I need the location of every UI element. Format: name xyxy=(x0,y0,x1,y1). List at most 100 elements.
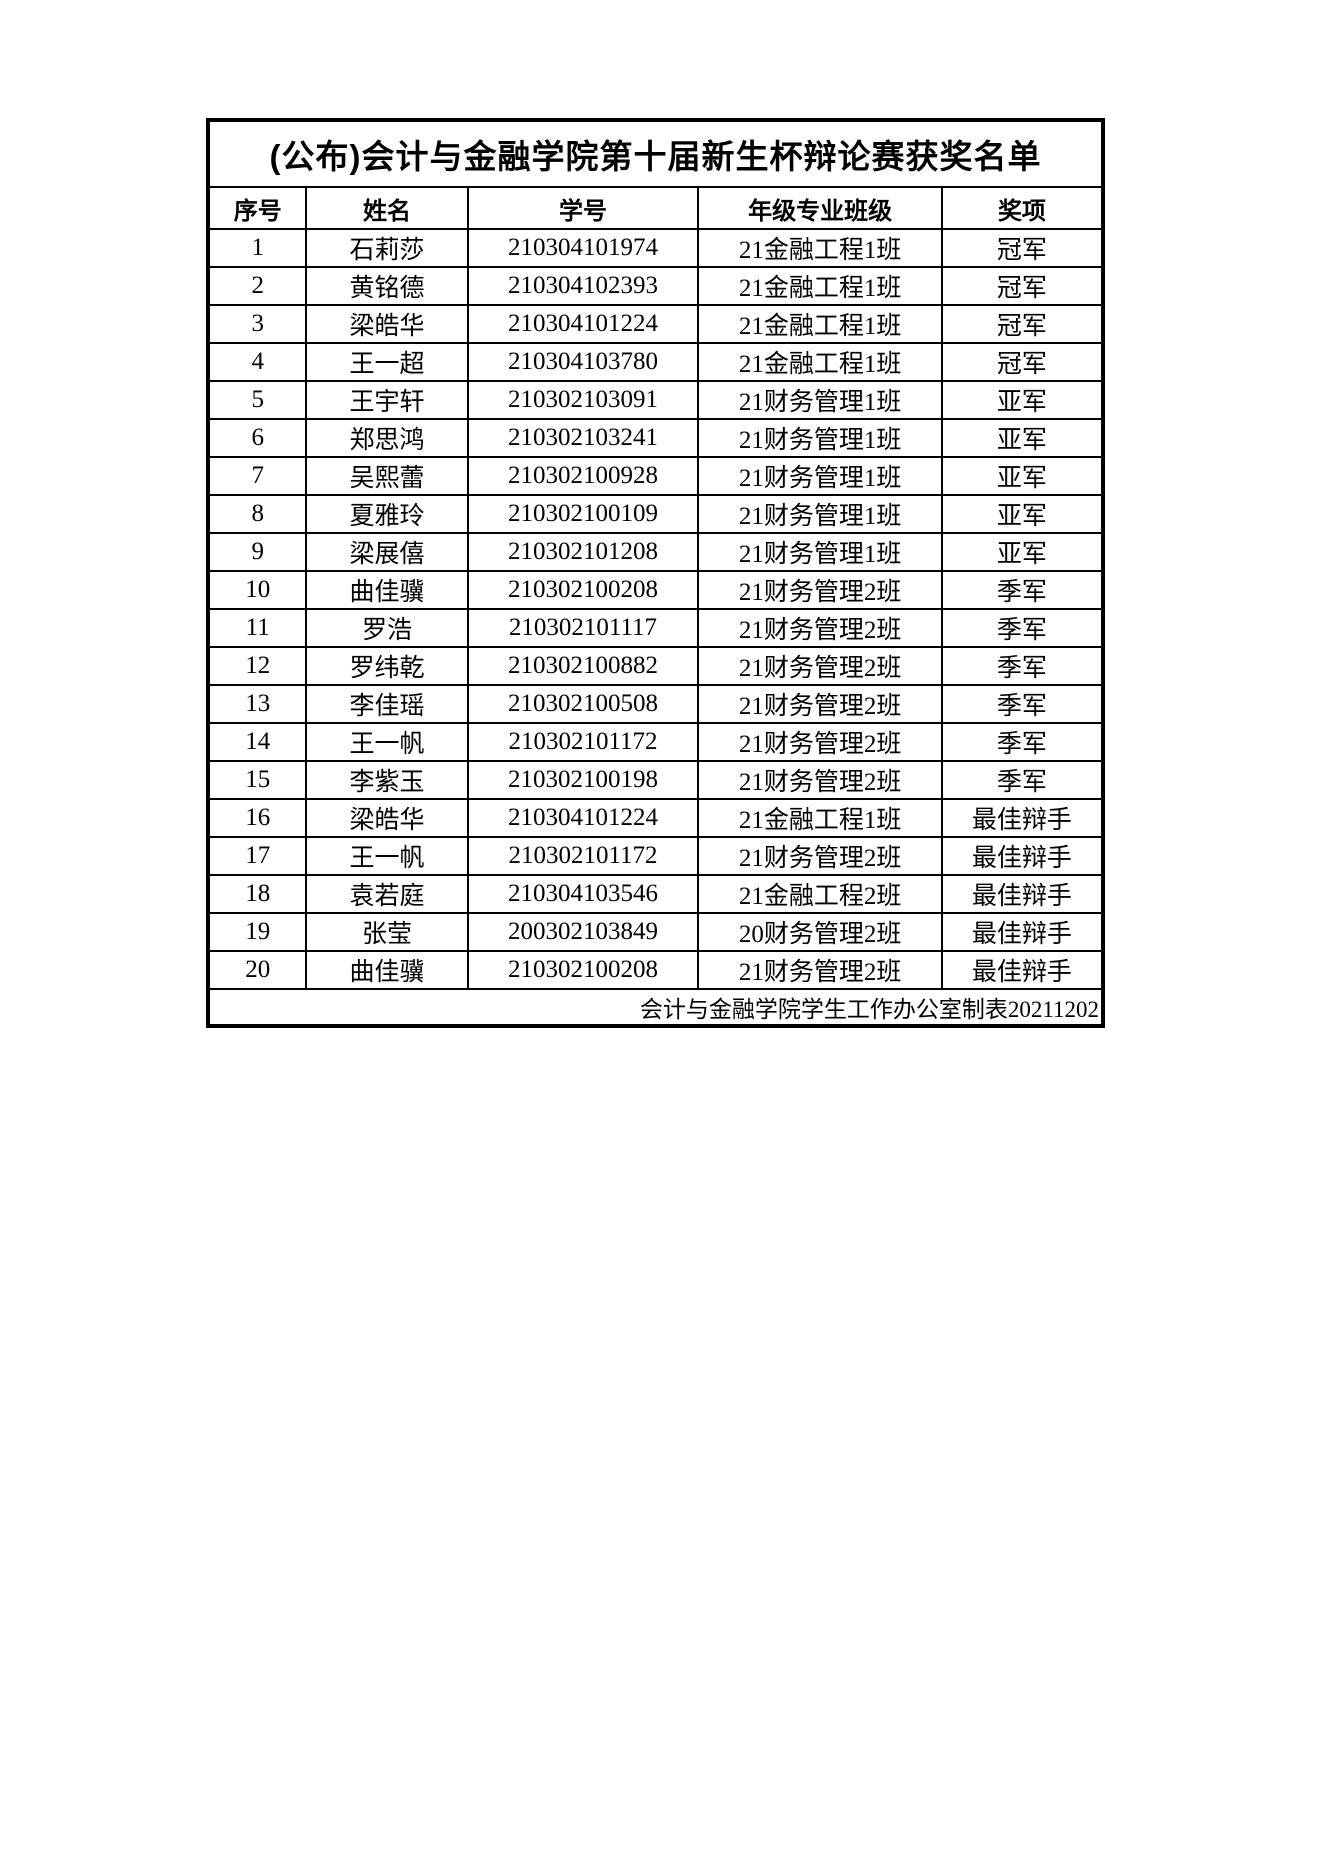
table-cell: 最佳辩手 xyxy=(940,836,1105,876)
table-cell: 亚军 xyxy=(940,418,1105,458)
column-header: 姓名 xyxy=(305,186,469,230)
table-foot: 会计与金融学院学生工作办公室制表20211202 xyxy=(207,988,1104,1027)
table-cell: 210302103091 xyxy=(466,380,700,420)
table-cell: 季军 xyxy=(940,684,1105,724)
table-cell: 21财务管理1班 xyxy=(697,494,943,534)
table-cell: 210304101224 xyxy=(466,798,700,838)
table-cell: 210302100208 xyxy=(466,570,700,610)
table-cell: 曲佳骥 xyxy=(305,570,469,610)
table-cell: 张莹 xyxy=(305,912,469,952)
table-row: 8 夏雅玲 210302100109 21财务管理1班 亚军 xyxy=(206,494,1105,534)
table-cell: 最佳辩手 xyxy=(940,874,1105,914)
table-cell: 210304101224 xyxy=(466,304,700,344)
table-cell: 210302101172 xyxy=(466,722,700,762)
table-row: 20 曲佳骥 210302100208 21财务管理2班 最佳辩手 xyxy=(206,950,1105,990)
table-cell: 最佳辩手 xyxy=(940,912,1105,952)
table-cell: 210304103546 xyxy=(466,874,700,914)
table-cell: 21财务管理2班 xyxy=(697,950,943,990)
table-row: 16 梁皓华 210304101224 21金融工程1班 最佳辩手 xyxy=(206,798,1105,838)
table-cell: 2 xyxy=(206,266,308,306)
table-cell: 210304101974 xyxy=(466,228,700,268)
table-row: 7 吴熙蕾 210302100928 21财务管理1班 亚军 xyxy=(206,456,1105,496)
table-cell: 罗纬乾 xyxy=(305,646,469,686)
table-row: 12 罗纬乾 210302100882 21财务管理2班 季军 xyxy=(206,646,1105,686)
table-cell: 冠军 xyxy=(940,266,1105,306)
table-row: 15 李紫玉 210302100198 21财务管理2班 季军 xyxy=(206,760,1105,800)
table-cell: 210302100109 xyxy=(466,494,700,534)
table-cell: 7 xyxy=(206,456,308,496)
table-cell: 21金融工程1班 xyxy=(697,342,943,382)
header-row: 序号 姓名 学号 年级专业班级 奖项 xyxy=(206,186,1105,230)
table-cell: 亚军 xyxy=(940,494,1105,534)
table-row: 13 李佳瑶 210302100508 21财务管理2班 季军 xyxy=(206,684,1105,724)
column-header: 序号 xyxy=(206,186,308,230)
table-cell: 12 xyxy=(206,646,308,686)
table-cell: 210302103241 xyxy=(466,418,700,458)
table-cell: 14 xyxy=(206,722,308,762)
table-cell: 6 xyxy=(206,418,308,458)
table-cell: 210302100208 xyxy=(466,950,700,990)
footer-row: 会计与金融学院学生工作办公室制表20211202 xyxy=(207,988,1104,1027)
table-row: 11 罗浩 210302101117 21财务管理2班 季军 xyxy=(206,608,1105,648)
table-body: 1 石莉莎 210304101974 21金融工程1班 冠军 2 黄铭德 2103041023… xyxy=(206,228,1105,990)
table-row: 6 郑思鸿 210302103241 21财务管理1班 亚军 xyxy=(206,418,1105,458)
table-cell: 8 xyxy=(206,494,308,534)
table-cell: 21金融工程2班 xyxy=(697,874,943,914)
title-row: (公布)会计与金融学院第十届新生杯辩论赛获奖名单 xyxy=(207,119,1104,188)
table-cell: 16 xyxy=(206,798,308,838)
table-cell: 210302101172 xyxy=(466,836,700,876)
table-cell: 20财务管理2班 xyxy=(697,912,943,952)
table-cell: 210302100882 xyxy=(466,646,700,686)
table-cell: 15 xyxy=(206,760,308,800)
table-row: 9 梁展僖 210302101208 21财务管理1班 亚军 xyxy=(206,532,1105,572)
table-cell: 冠军 xyxy=(940,342,1105,382)
table-cell: 21财务管理2班 xyxy=(697,608,943,648)
table-cell: 罗浩 xyxy=(305,608,469,648)
footer-note: 会计与金融学院学生工作办公室制表20211202 xyxy=(207,988,1104,1027)
table-cell: 210302101117 xyxy=(466,608,700,648)
table-cell: 10 xyxy=(206,570,308,610)
table-row: 1 石莉莎 210304101974 21金融工程1班 冠军 xyxy=(206,228,1105,268)
table-cell: 季军 xyxy=(940,722,1105,762)
table-row: 14 王一帆 210302101172 21财务管理2班 季军 xyxy=(206,722,1105,762)
table-cell: 18 xyxy=(206,874,308,914)
table-cell: 210302100508 xyxy=(466,684,700,724)
table-cell: 亚军 xyxy=(940,532,1105,572)
table-cell: 季军 xyxy=(940,570,1105,610)
table-cell: 李佳瑶 xyxy=(305,684,469,724)
table-cell: 最佳辩手 xyxy=(940,950,1105,990)
table-cell: 5 xyxy=(206,380,308,420)
table-cell: 梁展僖 xyxy=(305,532,469,572)
table-row: 5 王宇轩 210302103091 21财务管理1班 亚军 xyxy=(206,380,1105,420)
table-cell: 21金融工程1班 xyxy=(697,228,943,268)
table-cell: 郑思鸿 xyxy=(305,418,469,458)
table-head: (公布)会计与金融学院第十届新生杯辩论赛获奖名单 序号 姓名 学号 年级专业班级 奖项 xyxy=(206,119,1105,230)
table-cell: 吴熙蕾 xyxy=(305,456,469,496)
table-cell: 冠军 xyxy=(940,228,1105,268)
column-header: 奖项 xyxy=(940,186,1105,230)
table-cell: 210302100198 xyxy=(466,760,700,800)
table-row: 2 黄铭德 210304102393 21金融工程1班 冠军 xyxy=(206,266,1105,306)
table-cell: 石莉莎 xyxy=(305,228,469,268)
table-cell: 21财务管理1班 xyxy=(697,418,943,458)
table-cell: 21财务管理2班 xyxy=(697,646,943,686)
table-cell: 210304102393 xyxy=(466,266,700,306)
table-row: 4 王一超 210304103780 21金融工程1班 冠军 xyxy=(206,342,1105,382)
table-cell: 梁皓华 xyxy=(305,304,469,344)
table-cell: 21财务管理2班 xyxy=(697,684,943,724)
table-cell: 21金融工程1班 xyxy=(697,304,943,344)
table-cell: 21金融工程1班 xyxy=(697,266,943,306)
table-cell: 9 xyxy=(206,532,308,572)
table-cell: 冠军 xyxy=(940,304,1105,344)
column-header: 年级专业班级 xyxy=(697,186,943,230)
table-cell: 19 xyxy=(206,912,308,952)
table-cell: 21财务管理1班 xyxy=(697,532,943,572)
table-cell: 210302101208 xyxy=(466,532,700,572)
table-cell: 21财务管理1班 xyxy=(697,456,943,496)
table-cell: 王宇轩 xyxy=(305,380,469,420)
table-cell: 李紫玉 xyxy=(305,760,469,800)
table-cell: 3 xyxy=(206,304,308,344)
document-title: (公布)会计与金融学院第十届新生杯辩论赛获奖名单 xyxy=(207,119,1104,188)
table-cell: 20 xyxy=(206,950,308,990)
